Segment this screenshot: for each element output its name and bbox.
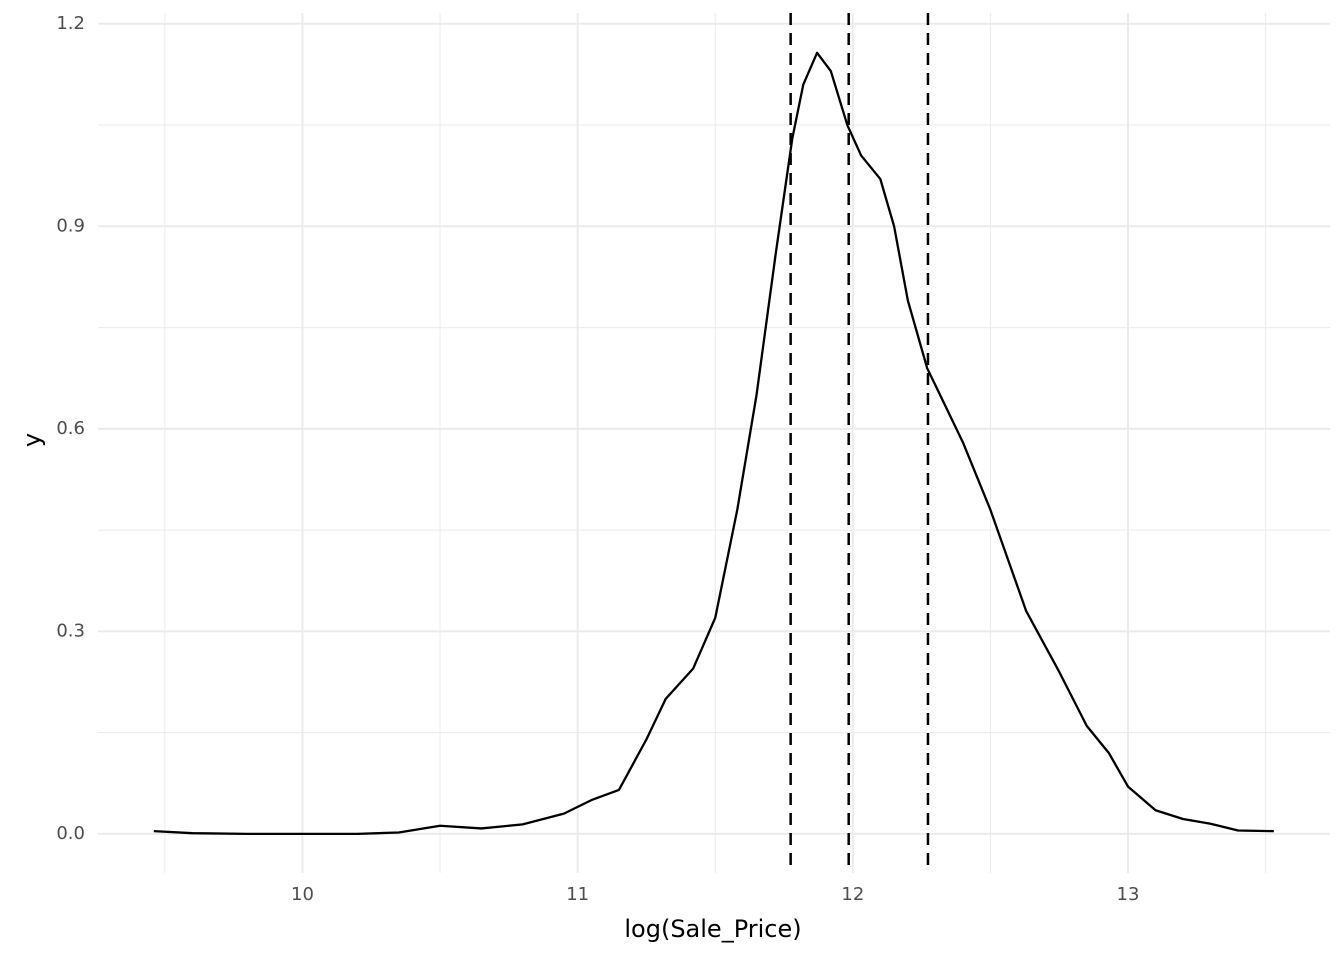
x-axis-title: log(Sale_Price): [624, 915, 801, 943]
x-tick-label: 10: [291, 884, 314, 905]
x-tick-label: 11: [566, 884, 589, 905]
density-line: [153, 51, 1274, 835]
y-tick-label: 1.2: [56, 13, 85, 34]
x-tick-label: 13: [1117, 884, 1140, 905]
y-tick-label: 0.0: [56, 823, 85, 844]
y-axis-title: y: [18, 433, 46, 447]
y-tick-label: 0.6: [56, 418, 85, 439]
x-tick-label: 12: [841, 884, 864, 905]
y-tick-label: 0.3: [56, 620, 85, 641]
plot-area: [153, 13, 1274, 873]
y-tick-label: 0.9: [56, 215, 85, 236]
grid: [98, 13, 1330, 873]
